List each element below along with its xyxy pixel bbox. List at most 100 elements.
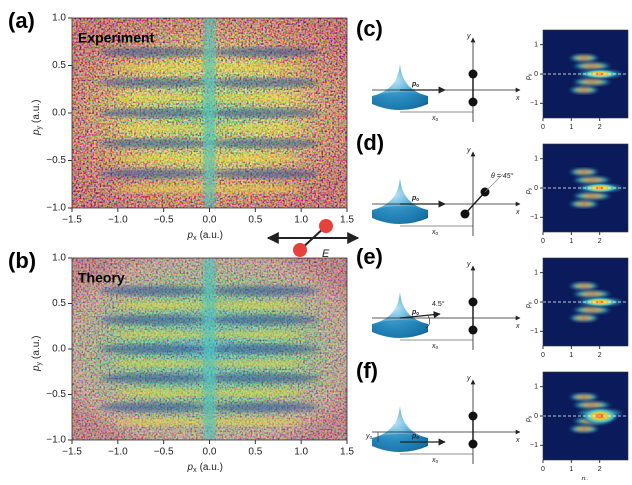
y-tick-label: 0 xyxy=(534,413,538,420)
axis-name: x xyxy=(515,209,520,216)
y-tick-label: −0.5 xyxy=(46,155,66,166)
stripe xyxy=(205,418,305,426)
stripe xyxy=(210,47,320,57)
x-tick-label: 1.0 xyxy=(294,447,308,458)
stripe xyxy=(210,315,320,325)
x-tick-label: 0 xyxy=(541,352,545,359)
x-tick-label: 1.5 xyxy=(340,447,354,458)
atom xyxy=(293,243,307,257)
x-tick-label: 2 xyxy=(598,124,602,131)
unit: (a.u.) xyxy=(200,230,223,241)
x-tick-label: 0.5 xyxy=(248,215,262,226)
stripe xyxy=(115,124,215,132)
subscript: y xyxy=(528,415,533,418)
atom xyxy=(469,412,478,421)
x-tick-label: 1 xyxy=(569,238,573,245)
axis-label: py(a.u.) xyxy=(31,336,43,372)
lobe xyxy=(571,290,613,298)
stripe xyxy=(100,402,210,412)
field-label: E xyxy=(322,248,330,260)
axis-label: py xyxy=(525,415,534,423)
y-tick-label: −1 xyxy=(530,328,538,335)
stripe xyxy=(210,402,320,412)
subscript: 0 xyxy=(416,197,419,203)
stripe xyxy=(115,330,215,338)
cone-base xyxy=(372,206,428,222)
y-tick-label: 1 xyxy=(534,156,538,163)
subscript: 0 xyxy=(416,311,419,317)
stripe xyxy=(205,330,305,338)
panel-label: (b) xyxy=(8,248,36,273)
axis-label: py xyxy=(525,301,534,309)
panel-label: (f) xyxy=(356,358,378,383)
stripe xyxy=(115,185,215,193)
axis-name: y xyxy=(466,375,471,382)
subscript: 0 xyxy=(370,435,373,441)
x-tick-label: 1.0 xyxy=(294,215,308,226)
axis-label: px xyxy=(581,476,589,480)
lobe xyxy=(571,192,613,200)
lobe xyxy=(568,168,601,176)
atom xyxy=(461,210,470,219)
y-tick-label: 1 xyxy=(534,270,538,277)
lobe xyxy=(568,54,601,62)
cone-base xyxy=(372,92,428,108)
axis-name: y xyxy=(466,261,471,268)
x-tick-label: −0.5 xyxy=(154,215,174,226)
atom xyxy=(469,440,478,449)
axis-label: p0 xyxy=(411,195,419,204)
x-tick-label: −1.5 xyxy=(62,447,82,458)
panel-label: (a) xyxy=(8,8,35,33)
subscript: y xyxy=(528,187,533,190)
heatmap-panel: −1.5−1.0−0.50.00.51.01.5−1.0−0.50.00.51.… xyxy=(8,248,354,474)
schematic-panel: (f)yxp0y0x0012−101pypx xyxy=(356,358,628,480)
subscript: y xyxy=(528,301,533,304)
x-tick-label: 1 xyxy=(569,352,573,359)
lobe xyxy=(568,282,601,290)
lobe xyxy=(571,306,613,314)
stripe xyxy=(205,94,305,102)
axis-label: py(a.u.) xyxy=(31,100,43,136)
stripe xyxy=(210,344,320,354)
stripe xyxy=(115,94,215,102)
y-tick-label: −1.0 xyxy=(46,203,66,214)
y-tick-label: 0.5 xyxy=(52,298,66,309)
axis-label: py xyxy=(525,73,534,81)
stripe xyxy=(115,155,215,163)
axis-label: p0 xyxy=(411,81,419,90)
stripe xyxy=(115,301,215,309)
atom xyxy=(469,98,478,107)
subscript: x xyxy=(193,235,197,242)
subscript: 0 xyxy=(436,231,439,237)
y-tick-label: 0.0 xyxy=(52,344,66,355)
x-tick-label: 2 xyxy=(598,466,602,473)
y-tick-label: 1 xyxy=(534,384,538,391)
angle-label: 4.5° xyxy=(432,300,445,308)
stripe xyxy=(210,138,320,148)
x-tick-label: 1 xyxy=(569,466,573,473)
axis-name: y xyxy=(466,147,471,154)
lobe xyxy=(568,200,601,208)
atom xyxy=(319,219,333,233)
axis-name: x xyxy=(515,437,520,444)
subscript: 0 xyxy=(416,83,419,89)
stripe xyxy=(100,373,210,383)
lobe xyxy=(568,314,601,322)
y-tick-label: −1 xyxy=(530,442,538,449)
heatmap-image xyxy=(72,18,347,208)
unit: (a.u.) xyxy=(31,336,42,359)
y-tick-label: −1 xyxy=(530,214,538,221)
unit: (a.u.) xyxy=(200,462,223,473)
x-tick-label: 1.5 xyxy=(340,215,354,226)
x-tick-label: −0.5 xyxy=(154,447,174,458)
cone-base xyxy=(372,320,428,336)
atom xyxy=(469,298,478,307)
lobe xyxy=(571,62,613,70)
stripe xyxy=(100,108,210,118)
y-tick-label: 0 xyxy=(534,299,538,306)
center-band xyxy=(204,258,216,440)
stripe xyxy=(115,360,215,368)
subscript: 0 xyxy=(436,345,439,351)
